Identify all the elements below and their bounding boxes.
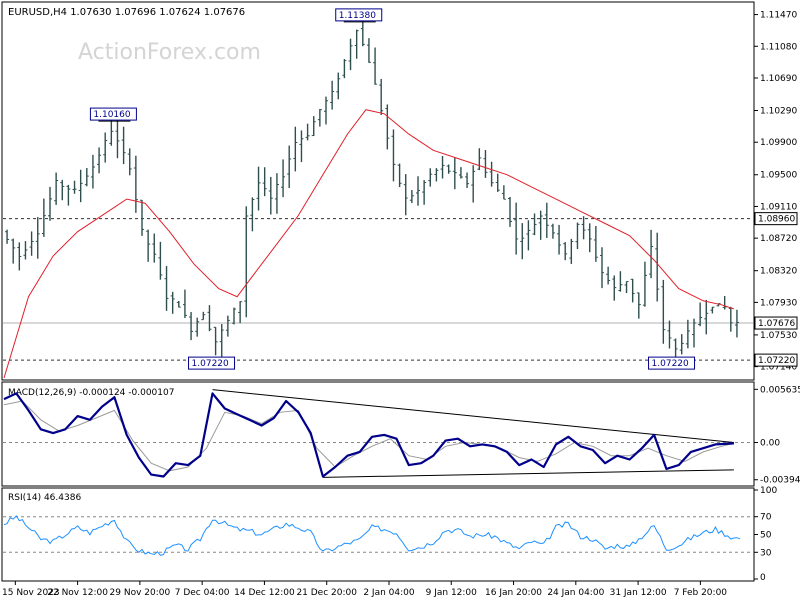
macd-trendline — [212, 389, 734, 443]
price-axis-label: 1.07140 — [760, 363, 797, 373]
price-axis-label: 1.09110 — [760, 202, 797, 212]
watermark: ActionForex.com — [78, 40, 261, 65]
time-axis-label: 15 Nov 2023 — [2, 588, 60, 598]
moving-average-line — [3, 109, 735, 379]
time-axis-label: 21 Dec 20:00 — [296, 588, 357, 598]
annotation-label: 1.07220 — [652, 359, 689, 369]
rsi-panel-title: RSI(14) 46.4386 — [8, 493, 81, 503]
price-axis-label: 1.10290 — [760, 107, 797, 117]
macd-trendline — [322, 469, 734, 478]
rsi-axis-label: 30 — [760, 548, 772, 558]
time-axis-label: 2 Jan 04:00 — [363, 588, 415, 598]
rsi-axis-label: 100 — [760, 486, 777, 496]
annotation-box — [89, 107, 137, 121]
level-tag-label: 1.07220 — [758, 356, 795, 366]
annotation-label: 1.11380 — [339, 11, 376, 21]
macd-axis-label: 0.00 — [760, 438, 780, 448]
rsi-line — [3, 515, 741, 556]
price-axis-label: 1.08720 — [760, 234, 797, 244]
macd-panel-title: MACD(12,26,9) -0.000124 -0.000107 — [8, 388, 174, 398]
price-axis-label: 1.10690 — [760, 74, 797, 84]
current-price-label: 1.07676 — [758, 319, 795, 329]
macd-axis-label: 0.005635 — [760, 385, 800, 395]
level-tag — [754, 212, 798, 226]
rsi-axis-label: 0 — [760, 573, 766, 583]
annotation-label: 1.07220 — [192, 359, 229, 369]
level-tag-label: 1.08960 — [758, 215, 795, 225]
time-axis-label: 24 Jan 04:00 — [547, 588, 604, 598]
annotation-box — [335, 8, 383, 22]
time-axis-label: 31 Jan 12:00 — [610, 588, 667, 598]
price-axis-label: 1.07930 — [760, 298, 797, 308]
time-axis-label: 14 Dec 12:00 — [234, 588, 295, 598]
time-axis-label: 7 Feb 20:00 — [674, 588, 728, 598]
rsi-panel: RSI(14) 46.4386 100 70 50 30 0 — [1, 486, 777, 583]
time-axis-label: 29 Nov 20:00 — [110, 588, 171, 598]
price-panel-title: EURUSD,H4 1.07630 1.07696 1.07624 1.0767… — [8, 7, 245, 18]
annotation-box — [188, 356, 236, 370]
level-tag — [754, 353, 798, 367]
time-axis-label: 16 Jan 20:00 — [485, 588, 542, 598]
annotation-label: 1.10160 — [93, 110, 130, 120]
macd-panel: MACD(12,26,9) -0.000124 -0.000107 0.0056… — [1, 381, 800, 487]
price-axis-label: 1.11470 — [760, 11, 797, 21]
price-axis-label: 1.11080 — [760, 42, 797, 52]
rsi-axis-label: 70 — [760, 513, 772, 523]
price-panel: EURUSD,H4 1.07630 1.07696 1.07624 1.0767… — [1, 1, 798, 381]
price-axis-label: 1.07530 — [760, 331, 797, 341]
time-axis-label: 9 Jan 12:00 — [426, 588, 478, 598]
time-axis-label: 7 Dec 04:00 — [175, 588, 230, 598]
current-price-tag — [754, 316, 798, 330]
macd-line — [3, 392, 734, 478]
time-axis-label: 22 Nov 12:00 — [47, 588, 108, 598]
price-axis-label: 1.08320 — [760, 267, 797, 277]
annotation-box — [648, 356, 696, 370]
macd-axis-label: -0.003949 — [760, 476, 800, 486]
price-axis-label: 1.09500 — [760, 171, 797, 181]
price-axis-label: 1.09900 — [760, 138, 797, 148]
rsi-axis-label: 50 — [760, 531, 772, 541]
